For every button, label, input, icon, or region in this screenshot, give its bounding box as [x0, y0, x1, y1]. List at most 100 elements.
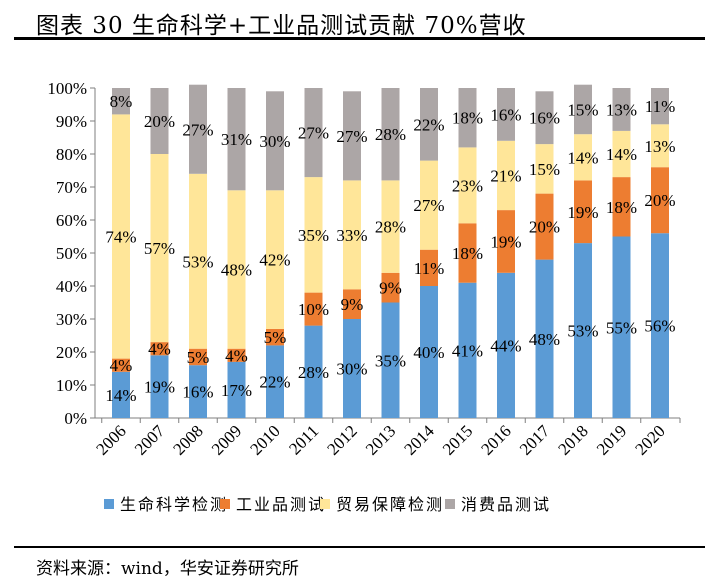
bar-segment [420, 88, 438, 161]
data-label: 19% [567, 203, 598, 222]
data-label: 9% [341, 295, 364, 314]
y-tick-label: 20% [56, 343, 87, 362]
data-label: 55% [606, 318, 637, 337]
data-label: 5% [264, 328, 287, 347]
data-label: 22% [413, 115, 444, 134]
x-tick-label: 2007 [131, 421, 169, 459]
y-tick-label: 90% [56, 112, 87, 131]
bar-segment [112, 114, 130, 359]
data-label: 14% [105, 386, 136, 405]
bar-segment [343, 91, 361, 181]
y-tick-label: 70% [56, 178, 87, 197]
x-tick-label: 2019 [593, 421, 630, 458]
data-label: 4% [148, 340, 171, 359]
bar-segment [304, 325, 323, 418]
legend-swatch [220, 499, 230, 509]
data-label: 31% [221, 130, 252, 149]
data-label: 74% [105, 228, 136, 247]
bar-segment [227, 88, 246, 191]
data-label: 20% [529, 218, 560, 237]
data-label: 16% [529, 109, 560, 128]
y-tick-label: 60% [56, 211, 87, 230]
x-tick-label: 2009 [208, 421, 245, 458]
data-label: 44% [490, 336, 521, 355]
x-tick-label: 2006 [92, 421, 129, 458]
data-label: 27% [413, 196, 444, 215]
bar-segment [304, 177, 323, 293]
bar-segment [535, 91, 554, 145]
bar-segment [150, 154, 169, 343]
y-tick-label: 50% [56, 244, 87, 263]
data-label: 53% [567, 322, 598, 341]
stacked-bar-chart: 0% 10% 20% 30% 40% 50% 60% 70% 80% 90% 100% 14% 4% 74… [47, 79, 681, 514]
data-label: 18% [606, 198, 637, 217]
bar-segment [266, 91, 284, 191]
y-tick-label: 100% [47, 79, 87, 98]
bar-segment [189, 84, 207, 174]
legend-label: 工业品测试 [236, 496, 326, 514]
bar-segment [150, 342, 169, 356]
data-label: 22% [259, 373, 290, 392]
bar-segment [150, 355, 169, 418]
x-tick-label: 2013 [362, 421, 399, 458]
source-rule [14, 546, 705, 548]
data-label: 10% [298, 300, 329, 319]
bar-segment [651, 167, 669, 234]
bar-segment [458, 282, 477, 418]
bar-segment [420, 286, 438, 418]
legend-label: 生命科学检测 [120, 496, 228, 514]
bar-segment [651, 88, 669, 125]
bar-segment [458, 223, 477, 283]
data-label: 48% [221, 261, 252, 280]
data-label: 35% [375, 351, 406, 370]
data-label: 8% [110, 92, 133, 111]
data-label: 27% [182, 120, 213, 139]
bar-segment [458, 88, 477, 148]
data-label: 40% [413, 343, 444, 362]
data-label: 20% [144, 112, 175, 131]
bar-segment [574, 180, 592, 244]
x-tick-label: 2016 [477, 421, 514, 458]
data-label: 4% [225, 346, 248, 365]
data-label: 30% [259, 132, 290, 151]
y-tick-label: 40% [56, 277, 87, 296]
bar-segment [574, 243, 592, 418]
data-label: 16% [490, 105, 521, 124]
data-label: 19% [490, 232, 521, 251]
bar-segment [343, 180, 361, 290]
legend-swatch [104, 499, 114, 509]
bar-segment [343, 289, 361, 319]
bar-segment [227, 348, 246, 362]
bar-segment [112, 371, 130, 418]
data-label: 5% [187, 348, 210, 367]
data-label: 13% [606, 100, 637, 119]
bar-segment [112, 358, 130, 372]
data-label: 17% [221, 381, 252, 400]
data-label: 28% [298, 363, 329, 382]
x-tick-label: 2008 [169, 421, 206, 458]
bar-segment [497, 272, 515, 418]
data-label: 41% [452, 341, 483, 360]
title-rule [14, 37, 705, 40]
x-tick-label: 2015 [439, 421, 476, 458]
bar-segment [304, 88, 323, 178]
x-tick-label: 2020 [631, 421, 668, 458]
data-label: 21% [490, 166, 521, 185]
bar-segment [651, 124, 669, 168]
data-label: 53% [182, 252, 213, 271]
bar-segment [612, 130, 631, 178]
bar-segment [535, 144, 554, 194]
bar-segment [150, 88, 169, 154]
x-tick-label: 2017 [516, 421, 554, 459]
y-tick-label: 10% [56, 376, 87, 395]
bar-segment [535, 193, 554, 260]
data-label: 14% [606, 145, 637, 164]
bar-segment [189, 173, 207, 349]
legend-swatch [445, 499, 455, 509]
legend-swatch [320, 499, 330, 509]
data-label: 15% [567, 100, 598, 119]
data-label: 23% [452, 176, 483, 195]
data-label: 35% [298, 226, 329, 245]
x-tick-label: 2010 [246, 421, 283, 458]
